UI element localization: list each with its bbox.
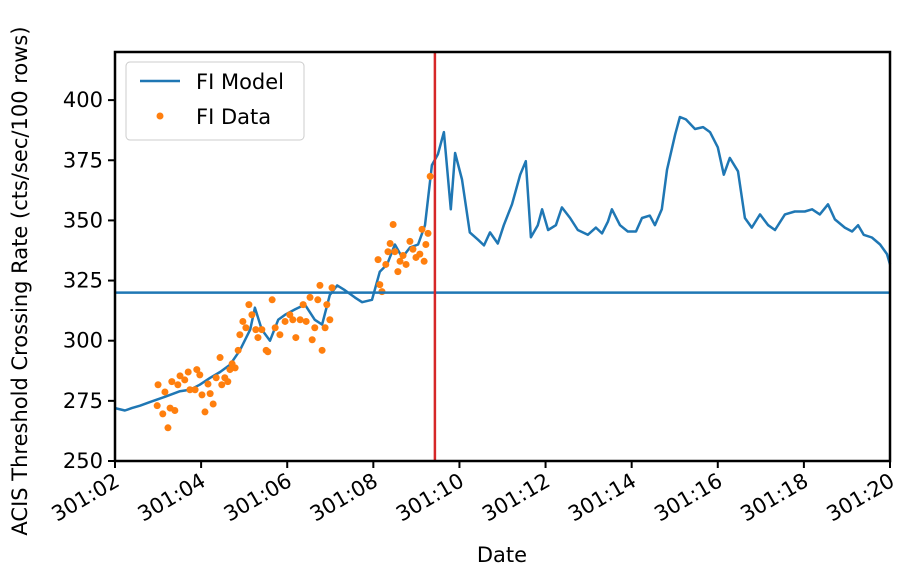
data-point bbox=[159, 410, 167, 418]
y-tick-label: 350 bbox=[63, 208, 103, 232]
data-point bbox=[314, 296, 322, 304]
data-point bbox=[198, 391, 206, 399]
x-tick-label: 301:14 bbox=[564, 469, 640, 527]
legend-label: FI Data bbox=[196, 105, 271, 129]
data-point bbox=[394, 268, 402, 276]
data-point bbox=[216, 354, 224, 362]
data-point bbox=[252, 326, 260, 334]
x-tick-label: 301:20 bbox=[823, 469, 899, 527]
data-point bbox=[153, 402, 161, 410]
data-point bbox=[276, 331, 284, 339]
data-point bbox=[296, 316, 304, 324]
y-tick-label: 300 bbox=[63, 329, 103, 353]
data-point bbox=[306, 293, 314, 301]
data-point bbox=[168, 378, 176, 386]
data-point bbox=[286, 311, 294, 319]
data-point bbox=[328, 284, 336, 292]
x-tick-label: 301:12 bbox=[478, 469, 554, 527]
data-point bbox=[224, 378, 232, 386]
data-point bbox=[258, 326, 266, 334]
data-point bbox=[206, 390, 214, 398]
data-point bbox=[254, 334, 262, 342]
data-point bbox=[374, 256, 382, 264]
plot-frame bbox=[113, 50, 892, 463]
data-point bbox=[422, 240, 430, 248]
data-point bbox=[323, 301, 331, 309]
data-point bbox=[239, 317, 247, 325]
data-point bbox=[231, 364, 239, 372]
data-point bbox=[186, 386, 194, 394]
data-point bbox=[382, 260, 390, 268]
data-point bbox=[268, 296, 276, 304]
y-tick-label: 275 bbox=[63, 389, 103, 413]
model-line bbox=[114, 115, 892, 412]
data-point bbox=[416, 250, 424, 258]
x-tick-label: 301:06 bbox=[220, 469, 296, 527]
data-point bbox=[376, 281, 384, 289]
data-point bbox=[154, 381, 162, 389]
x-tick-label: 301:10 bbox=[392, 469, 468, 527]
data-point bbox=[248, 311, 256, 319]
data-point bbox=[191, 386, 199, 394]
data-point bbox=[420, 257, 428, 265]
x-tick-label: 301:02 bbox=[48, 469, 124, 527]
data-point bbox=[384, 248, 392, 256]
data-point bbox=[164, 424, 172, 432]
data-point bbox=[234, 346, 242, 354]
x-tick-label: 301:18 bbox=[736, 469, 812, 527]
y-tick-label: 375 bbox=[63, 148, 103, 172]
data-point bbox=[406, 237, 414, 245]
data-point bbox=[196, 371, 204, 379]
data-point bbox=[418, 225, 426, 233]
data-point bbox=[193, 366, 201, 374]
data-point bbox=[311, 324, 319, 332]
x-tick-label: 301:08 bbox=[306, 469, 382, 527]
data-point bbox=[389, 221, 397, 229]
data-point bbox=[236, 331, 244, 339]
data-point bbox=[201, 408, 209, 416]
y-tick-label: 400 bbox=[63, 88, 103, 112]
data-point bbox=[212, 374, 220, 382]
data-point bbox=[289, 316, 297, 324]
data-point bbox=[396, 257, 404, 265]
x-axis-label: Date bbox=[477, 543, 527, 567]
data-point bbox=[176, 372, 184, 380]
data-point bbox=[321, 324, 329, 332]
legend-label: FI Model bbox=[196, 70, 284, 94]
data-point bbox=[386, 240, 394, 248]
data-point bbox=[391, 248, 399, 256]
data-point bbox=[218, 381, 226, 389]
data-point bbox=[242, 324, 250, 332]
data-point bbox=[161, 388, 169, 396]
x-tick-label: 301:16 bbox=[650, 469, 726, 527]
data-point bbox=[174, 381, 182, 389]
data-point bbox=[184, 368, 192, 376]
data-point bbox=[245, 301, 253, 309]
data-point bbox=[264, 348, 272, 356]
data-point bbox=[402, 260, 410, 268]
y-tick-label: 325 bbox=[63, 269, 103, 293]
data-point bbox=[399, 252, 407, 260]
data-point bbox=[204, 380, 212, 388]
data-point bbox=[271, 324, 279, 332]
data-point bbox=[281, 317, 289, 325]
y-axis-label: ACIS Threshold Crossing Rate (cts/sec/10… bbox=[8, 26, 32, 535]
data-point bbox=[181, 376, 189, 384]
data-point bbox=[302, 317, 310, 325]
data-point bbox=[209, 400, 217, 408]
data-point bbox=[316, 281, 324, 289]
y-tick-label: 250 bbox=[63, 449, 103, 473]
data-point bbox=[424, 229, 432, 237]
data-point bbox=[318, 346, 326, 354]
data-point bbox=[426, 172, 434, 180]
data-point bbox=[171, 406, 179, 414]
x-tick-label: 301:04 bbox=[134, 469, 210, 527]
data-point bbox=[326, 316, 334, 324]
data-point bbox=[409, 245, 417, 253]
data-point bbox=[299, 301, 307, 309]
legend-swatch bbox=[156, 112, 164, 120]
data-point bbox=[292, 334, 300, 342]
data-point bbox=[308, 336, 316, 344]
